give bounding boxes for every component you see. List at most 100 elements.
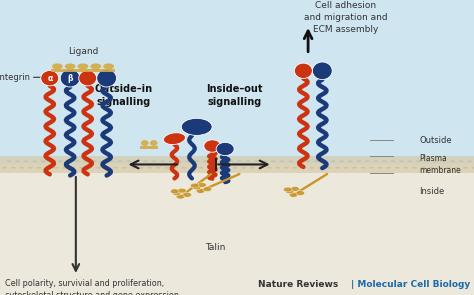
Ellipse shape [36, 167, 41, 169]
Ellipse shape [429, 167, 434, 169]
Ellipse shape [288, 160, 293, 162]
Ellipse shape [60, 69, 80, 87]
Ellipse shape [178, 188, 186, 193]
Ellipse shape [191, 183, 199, 188]
Text: Outside: Outside [419, 136, 452, 145]
Ellipse shape [203, 160, 208, 162]
Ellipse shape [216, 167, 220, 169]
Ellipse shape [194, 160, 199, 162]
Ellipse shape [310, 167, 314, 169]
Ellipse shape [24, 160, 28, 162]
Ellipse shape [408, 160, 412, 162]
Text: Ligand: Ligand [68, 47, 98, 56]
Ellipse shape [181, 118, 212, 135]
Ellipse shape [177, 160, 182, 162]
Ellipse shape [186, 160, 191, 162]
Ellipse shape [109, 160, 114, 162]
Ellipse shape [91, 63, 101, 69]
Ellipse shape [301, 167, 306, 169]
Ellipse shape [66, 160, 71, 162]
Ellipse shape [463, 167, 468, 169]
Ellipse shape [331, 160, 336, 162]
Ellipse shape [246, 160, 250, 162]
Ellipse shape [378, 167, 383, 169]
Text: Cell adhesion
and migration and
ECM assembly: Cell adhesion and migration and ECM asse… [304, 1, 388, 34]
Ellipse shape [335, 167, 340, 169]
Ellipse shape [45, 167, 50, 169]
Ellipse shape [79, 71, 97, 86]
Ellipse shape [150, 140, 158, 146]
Ellipse shape [297, 160, 301, 162]
Ellipse shape [420, 167, 425, 169]
Ellipse shape [78, 63, 88, 69]
Ellipse shape [183, 192, 191, 197]
Ellipse shape [130, 167, 135, 169]
Text: Outside–in
signalling: Outside–in signalling [94, 84, 152, 107]
Ellipse shape [71, 167, 75, 169]
Ellipse shape [203, 187, 212, 191]
Ellipse shape [41, 160, 46, 162]
Ellipse shape [241, 167, 246, 169]
Ellipse shape [207, 167, 212, 169]
Ellipse shape [52, 63, 63, 69]
Ellipse shape [403, 167, 408, 169]
Ellipse shape [19, 167, 24, 169]
Ellipse shape [141, 140, 149, 146]
Ellipse shape [450, 160, 455, 162]
Ellipse shape [173, 167, 178, 169]
Ellipse shape [361, 167, 365, 169]
Ellipse shape [395, 167, 400, 169]
Ellipse shape [294, 63, 312, 78]
Ellipse shape [275, 167, 280, 169]
Text: Integrin: Integrin [0, 73, 30, 82]
Ellipse shape [391, 160, 395, 162]
Ellipse shape [169, 160, 173, 162]
Ellipse shape [139, 167, 144, 169]
Ellipse shape [62, 167, 67, 169]
Text: Plasma
membrane: Plasma membrane [419, 154, 461, 175]
Ellipse shape [237, 160, 242, 162]
Ellipse shape [322, 160, 327, 162]
Ellipse shape [7, 160, 11, 162]
Ellipse shape [15, 160, 20, 162]
Ellipse shape [58, 160, 63, 162]
Ellipse shape [113, 167, 118, 169]
Ellipse shape [122, 167, 127, 169]
Ellipse shape [92, 160, 97, 162]
Text: Inside: Inside [419, 187, 445, 196]
Ellipse shape [83, 160, 88, 162]
Text: | Molecular Cell Biology: | Molecular Cell Biology [351, 279, 470, 289]
Ellipse shape [147, 167, 152, 169]
Ellipse shape [224, 167, 229, 169]
Ellipse shape [105, 167, 109, 169]
Ellipse shape [172, 191, 181, 196]
Bar [140, 146, 158, 149]
Ellipse shape [233, 167, 237, 169]
Ellipse shape [352, 167, 357, 169]
Ellipse shape [399, 160, 404, 162]
Ellipse shape [291, 186, 300, 191]
Text: Cell polarity, survivial and proliferation,
cytoskeletal structure and gene expr: Cell polarity, survivial and proliferati… [5, 279, 179, 295]
Ellipse shape [258, 167, 263, 169]
Ellipse shape [250, 167, 255, 169]
Ellipse shape [220, 160, 225, 162]
Ellipse shape [339, 160, 344, 162]
Ellipse shape [284, 167, 289, 169]
Ellipse shape [382, 160, 387, 162]
Ellipse shape [285, 189, 294, 194]
Ellipse shape [305, 160, 310, 162]
Ellipse shape [192, 185, 201, 190]
Ellipse shape [280, 160, 284, 162]
Ellipse shape [459, 160, 464, 162]
Ellipse shape [49, 160, 54, 162]
Text: α: α [47, 74, 53, 83]
Ellipse shape [228, 160, 233, 162]
Ellipse shape [327, 167, 331, 169]
Ellipse shape [433, 160, 438, 162]
Ellipse shape [455, 167, 459, 169]
Ellipse shape [216, 142, 234, 156]
Ellipse shape [196, 189, 205, 194]
Ellipse shape [190, 167, 195, 169]
Ellipse shape [170, 189, 179, 194]
Ellipse shape [11, 167, 16, 169]
